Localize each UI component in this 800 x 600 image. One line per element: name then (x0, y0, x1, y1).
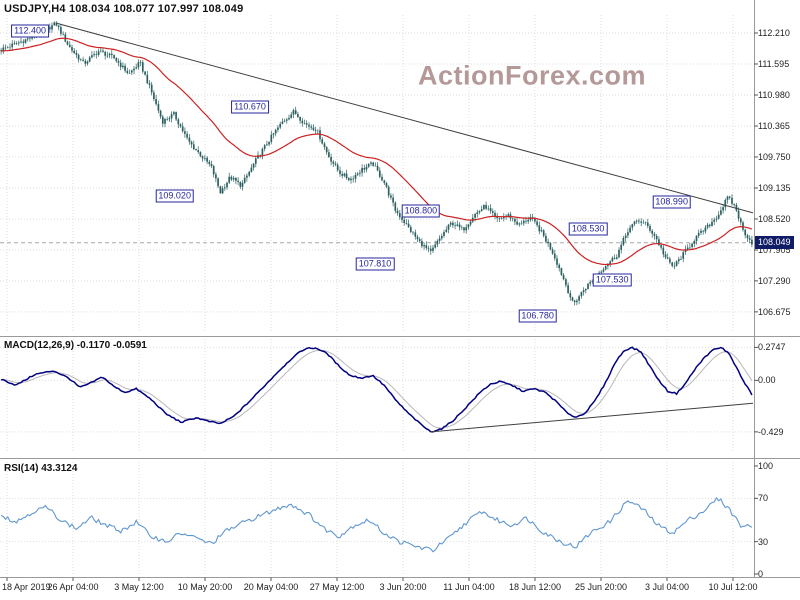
date-axis-label: 3 Jul 04:00 (644, 582, 690, 592)
rsi-indicator-label: RSI(14) 43.3124 (4, 463, 78, 474)
gridlines (0, 15, 753, 576)
price-annotation: 107.530 (592, 273, 632, 287)
macd-axis-label: -0.429 (758, 426, 784, 437)
price-panel (0, 21, 754, 306)
price-axis-label: 109.135 (758, 183, 791, 193)
date-axis-label: 11 Jun 04:00 (443, 582, 495, 592)
macd-axis-label: 0.00 (758, 375, 776, 386)
date-axis-label: 18 Apr 2019 (2, 582, 51, 592)
price-annotation: 106.780 (518, 309, 557, 323)
rsi-axis-label: 0 (758, 569, 764, 579)
date-axis-label: 20 May 04:00 (243, 582, 299, 592)
date-axis-label: 27 May 12:00 (309, 582, 365, 592)
descending-trendline (57, 22, 754, 214)
date-axis-label: 25 Jun 20:00 (574, 582, 628, 592)
panel-borders (0, 0, 800, 578)
panel-frame (0, 0, 800, 581)
macd-trendline (430, 402, 754, 433)
rsi-line (0, 496, 753, 553)
price-axis-label: 108.520 (758, 214, 791, 224)
date-axis-label: 10 May 20:00 (177, 582, 233, 592)
watermark: ActionForex.com (417, 60, 647, 91)
macd-signal-line (1, 349, 753, 429)
moving-average-line (1, 37, 753, 266)
date-axis-label: 26 Apr 04:00 (47, 582, 99, 592)
price-axis-label: 111.595 (758, 59, 790, 69)
date-axis-label: 18 Jun 12:00 (508, 582, 562, 592)
price-axis-label: 107.905 (758, 245, 791, 255)
grid-vertical (6, 15, 734, 576)
rsi-axis-label: 100 (758, 461, 774, 471)
macd-line (1, 346, 753, 433)
date-axis-label: 3 May 12:00 (114, 582, 164, 592)
rsi-panel (0, 496, 753, 553)
date-axis-label: 10 Jul 12:00 (708, 582, 758, 592)
macd-indicator-label: MACD(12,26,9) -0.1170 -0.0591 (4, 340, 147, 351)
macd-panel (1, 346, 754, 433)
price-annotation: 107.810 (355, 257, 395, 271)
price-axis-label: 109.750 (758, 152, 791, 162)
price-annotation: 110.670 (231, 100, 269, 114)
price-annotation: 108.990 (652, 195, 691, 209)
date-axis-label: 3 Jun 20:00 (379, 582, 427, 592)
price-axis-label: 106.675 (758, 306, 791, 317)
price-axis-label: 110.365 (758, 121, 790, 131)
rsi-axis-label: 70 (758, 493, 769, 504)
current-price-marker: 108.049 (755, 236, 794, 250)
grid-horizontal (0, 32, 753, 543)
axis-ticks (6, 32, 758, 581)
price-annotation: 109.020 (155, 189, 194, 203)
price-axis-label: 110.980 (758, 90, 790, 100)
price-annotation: 108.530 (568, 222, 608, 235)
chart-title: USDJPY,H4 108.034 108.077 107.997 108.04… (4, 3, 244, 15)
rsi-axis-label: 30 (758, 536, 769, 547)
price-axis-label: 107.290 (758, 275, 791, 286)
price-annotation: 108.800 (401, 204, 441, 218)
macd-axis-label: 0.2747 (758, 342, 786, 353)
price-annotation: 112.400 (11, 24, 50, 38)
price-axis-label: 112.210 (758, 28, 790, 38)
